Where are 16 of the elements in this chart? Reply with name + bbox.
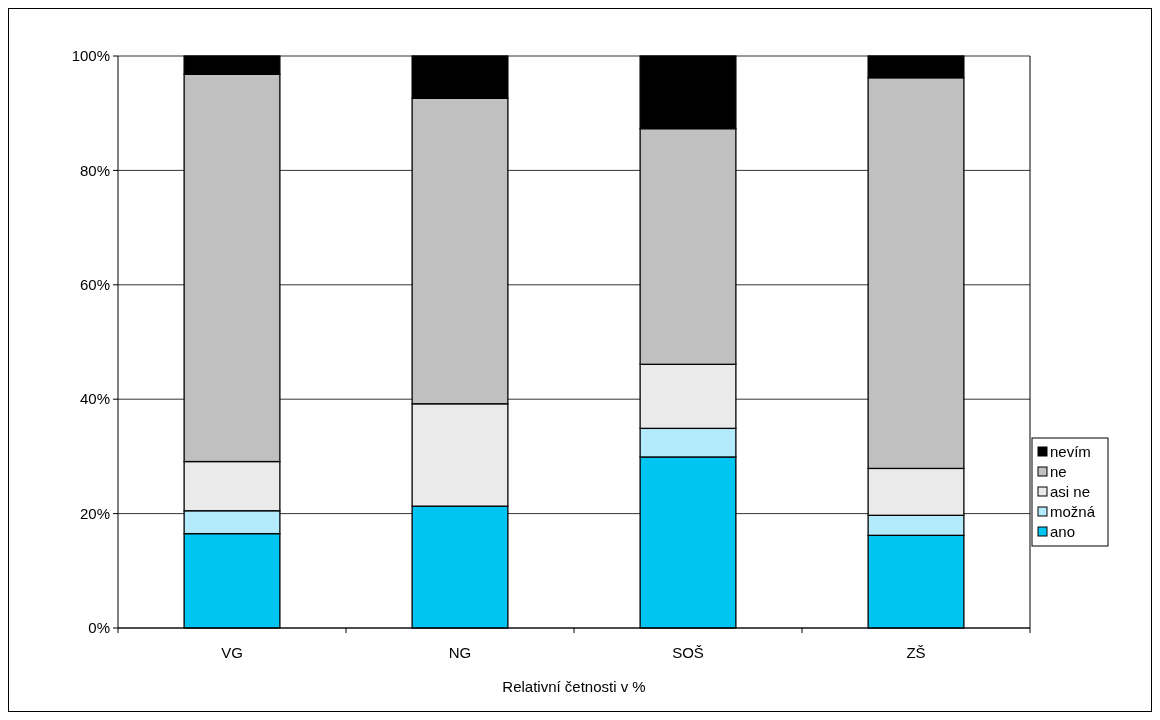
x-axis-title: Relativní četnosti v %: [502, 678, 646, 695]
y-tick-label: 20%: [79, 504, 110, 522]
y-tick-label: 60%: [79, 276, 110, 294]
legend-label: ne: [1050, 463, 1067, 481]
legend-label: možná: [1050, 503, 1096, 521]
legend-label: asi ne: [1050, 483, 1091, 501]
y-tick-label: 80%: [79, 161, 110, 179]
legend-label: nevím: [1050, 443, 1091, 461]
y-tick-label: 0%: [88, 619, 110, 637]
x-tick-label: VG: [221, 644, 243, 661]
x-tick-label: NG: [448, 644, 472, 661]
legend-label: ano: [1050, 523, 1076, 541]
y-tick-label: 100%: [71, 47, 110, 65]
x-tick-label: SOŠ: [672, 644, 704, 661]
x-tick-label: ZŠ: [906, 644, 926, 661]
y-tick-label: 40%: [79, 390, 110, 408]
